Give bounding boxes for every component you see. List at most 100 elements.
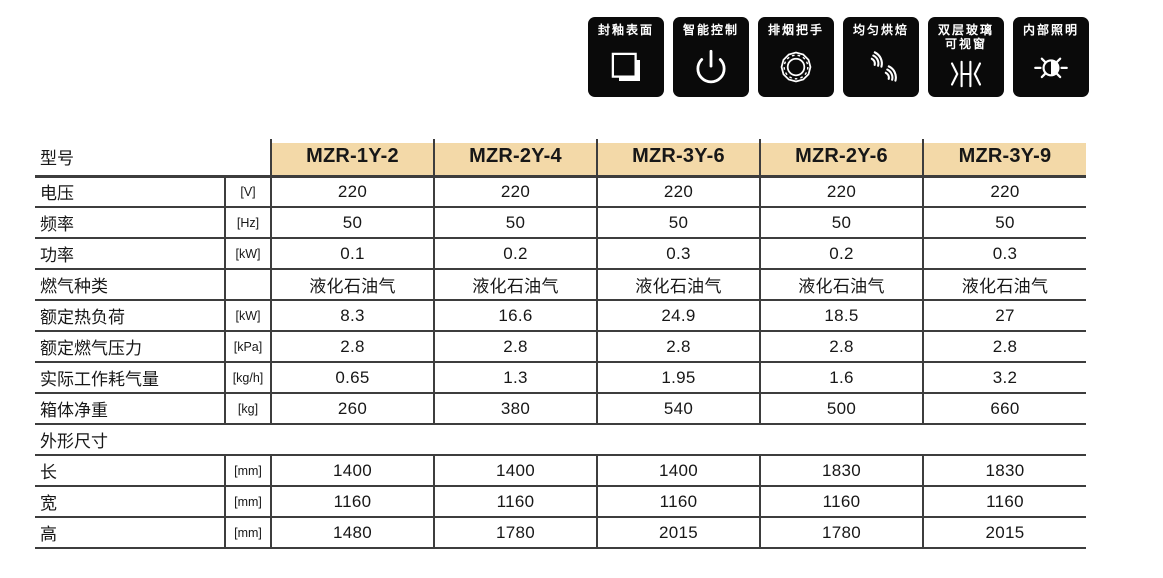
- cell-value: 18.5: [759, 300, 923, 331]
- cell-value: 1780: [433, 517, 597, 548]
- feature-glaze-surface: 封釉表面: [588, 17, 664, 97]
- cell-value: 2.8: [922, 331, 1086, 362]
- row-label: 长: [40, 463, 57, 482]
- row-unit: [mm]: [224, 517, 271, 548]
- cell-value: 16.6: [433, 300, 597, 331]
- cell-value: 220: [922, 176, 1086, 207]
- cell-value: 1160: [922, 486, 1086, 517]
- cell-value: 3.2: [922, 362, 1086, 393]
- cell-value: 2.8: [433, 331, 597, 362]
- row-unit: [kg/h]: [224, 362, 271, 393]
- cell-value: 260: [270, 393, 434, 424]
- model-name: MZR-1Y-2: [270, 139, 434, 176]
- overlapping-squares-icon: [605, 37, 647, 97]
- power-icon: [690, 37, 732, 97]
- row-unit: [V]: [224, 176, 271, 207]
- cell-value: 1830: [759, 455, 923, 486]
- double-glass-window-icon: [945, 51, 987, 97]
- cell-value: 液化石油气: [759, 269, 923, 300]
- table-row-gas-consumption: 实际工作耗气量 [kg/h] 0.65 1.3 1.95 1.6 3.2: [35, 362, 1086, 393]
- feature-label: 内部照明: [1022, 23, 1079, 37]
- cell-value: 1830: [922, 455, 1086, 486]
- cell-value: 液化石油气: [270, 269, 434, 300]
- cell-value: 50: [759, 207, 923, 238]
- cell-value: 1160: [433, 486, 597, 517]
- cell-value: 50: [270, 207, 434, 238]
- row-label: 实际工作耗气量: [40, 370, 159, 389]
- cell-value: 220: [433, 176, 597, 207]
- row-unit: [mm]: [224, 455, 271, 486]
- row-label: 额定燃气压力: [40, 339, 142, 358]
- row-label: 箱体净重: [40, 401, 108, 420]
- table-row-length: 长 [mm] 1400 1400 1400 1830 1830: [35, 455, 1086, 486]
- row-label: 燃气种类: [40, 277, 108, 296]
- feature-smoke-exhaust-handle: 排烟把手: [758, 17, 834, 97]
- table-row-power: 功率 [kW] 0.1 0.2 0.3 0.2 0.3: [35, 238, 1086, 269]
- section-label: 外形尺寸: [40, 432, 108, 451]
- cell-value: 380: [433, 393, 597, 424]
- cell-value: 1780: [759, 517, 923, 548]
- interior-light-icon: [1030, 37, 1072, 97]
- cell-value: 0.2: [433, 238, 597, 269]
- cell-value: 0.65: [270, 362, 434, 393]
- row-unit: [mm]: [224, 486, 271, 517]
- row-unit: [kg]: [224, 393, 271, 424]
- row-label: 电压: [40, 184, 74, 204]
- feature-label: 智能控制: [682, 23, 739, 37]
- cell-value: 2.8: [270, 331, 434, 362]
- cell-value: 1480: [270, 517, 434, 548]
- cell-value: 220: [759, 176, 923, 207]
- row-unit: [kW]: [224, 238, 271, 269]
- model-name: MZR-2Y-6: [759, 139, 923, 176]
- cell-value: 0.3: [596, 238, 760, 269]
- row-label: 频率: [40, 215, 74, 234]
- feature-label: 均匀烘焙: [852, 23, 909, 37]
- cell-value: 540: [596, 393, 760, 424]
- cell-value: 2015: [596, 517, 760, 548]
- feature-label-line2: 可视窗: [944, 37, 987, 51]
- model-name: MZR-3Y-6: [596, 139, 760, 176]
- row-unit: [Hz]: [224, 207, 271, 238]
- cell-value: 液化石油气: [922, 269, 1086, 300]
- cell-value: 660: [922, 393, 1086, 424]
- cell-value: 1160: [759, 486, 923, 517]
- feature-label: 排烟把手: [767, 23, 824, 37]
- cell-value: 24.9: [596, 300, 760, 331]
- cell-value: 2015: [922, 517, 1086, 548]
- cell-value: 50: [596, 207, 760, 238]
- cell-value: 220: [596, 176, 760, 207]
- row-unit: [kPa]: [224, 331, 271, 362]
- table-row-frequency: 频率 [Hz] 50 50 50 50 50: [35, 207, 1086, 238]
- cell-value: 220: [270, 176, 434, 207]
- cell-value: 0.1: [270, 238, 434, 269]
- model-row-label: 型号: [40, 149, 74, 169]
- cell-value: 50: [922, 207, 1086, 238]
- feature-badges: 封釉表面 智能控制 排烟把手 均匀: [588, 17, 1089, 97]
- section-row-dimensions: 外形尺寸: [35, 424, 1086, 455]
- cell-value: 8.3: [270, 300, 434, 331]
- cell-value: 1400: [596, 455, 760, 486]
- cell-value: 500: [759, 393, 923, 424]
- table-row-net-weight: 箱体净重 [kg] 260 380 540 500 660: [35, 393, 1086, 424]
- row-label: 额定热负荷: [40, 308, 125, 327]
- feature-label: 双层玻璃: [937, 23, 994, 37]
- row-unit: [224, 269, 271, 300]
- cell-value: 0.3: [922, 238, 1086, 269]
- table-row-rated-gas-pressure: 额定燃气压力 [kPa] 2.8 2.8 2.8 2.8 2.8: [35, 331, 1086, 362]
- model-name: MZR-3Y-9: [922, 139, 1086, 176]
- cell-value: 2.8: [596, 331, 760, 362]
- cell-value: 1.3: [433, 362, 597, 393]
- cell-value: 1400: [433, 455, 597, 486]
- feature-label: 封釉表面: [597, 23, 654, 37]
- cell-value: 1160: [270, 486, 434, 517]
- cell-value: 1.6: [759, 362, 923, 393]
- faceted-ring-icon: [775, 37, 817, 97]
- row-label: 高: [40, 525, 57, 544]
- cell-value: 27: [922, 300, 1086, 331]
- cell-value: 液化石油气: [433, 269, 597, 300]
- feature-interior-lighting: 内部照明: [1013, 17, 1089, 97]
- spec-table: 型号 MZR-1Y-2 MZR-2Y-4 MZR-3Y-6 MZR-2Y-6 M…: [35, 139, 1086, 549]
- table-row-rated-heat-load: 额定热负荷 [kW] 8.3 16.6 24.9 18.5 27: [35, 300, 1086, 331]
- table-row-height: 高 [mm] 1480 1780 2015 1780 2015: [35, 517, 1086, 548]
